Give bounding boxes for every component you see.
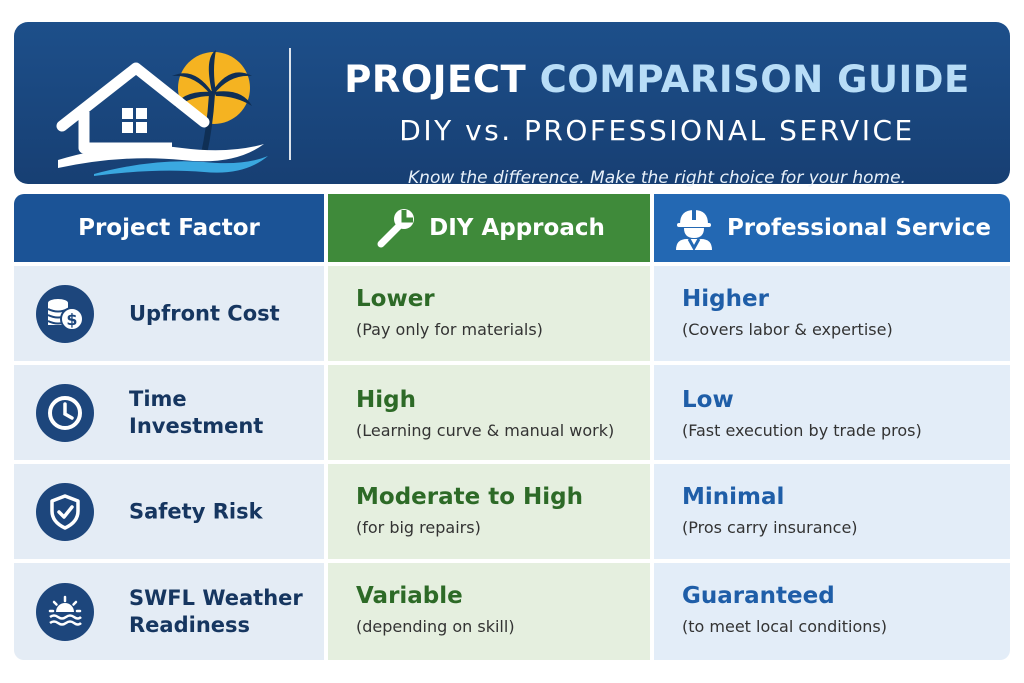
diy-value: Lower <box>356 286 435 312</box>
pro-detail: (to meet local conditions) <box>682 617 887 636</box>
pro-detail: (Fast execution by trade pros) <box>682 421 922 440</box>
pro-value: Higher <box>682 286 769 312</box>
table-row-factor-cell: $ Upfront Cost <box>14 266 324 361</box>
clock-icon <box>36 383 94 442</box>
factor-label: Safety Risk <box>129 499 263 523</box>
table-row-factor-cell: Safety Risk <box>14 464 324 559</box>
svg-text:$: $ <box>66 310 77 329</box>
page-subtitle: DIY vs. PROFESSIONAL SERVICE <box>399 114 915 147</box>
factor-label: Time Investment <box>129 386 264 438</box>
column-header-factor: Project Factor <box>14 194 324 262</box>
column-header-diy-label: DIY Approach <box>429 215 605 241</box>
table-row-diy-cell: Variable (depending on skill) <box>328 563 650 660</box>
sun-waves-icon <box>36 582 94 641</box>
table-row-pro-cell: Minimal (Pros carry insurance) <box>654 464 1010 559</box>
house-palm-wave-icon <box>56 50 268 176</box>
table-row-pro-cell: Low (Fast execution by trade pros) <box>654 365 1010 460</box>
header-banner: PROJECT COMPARISON GUIDE DIY vs. PROFESS… <box>14 22 1010 188</box>
diy-value: Variable <box>356 583 463 609</box>
worker-hardhat-icon <box>675 210 712 250</box>
diy-detail: (Learning curve & manual work) <box>356 421 615 440</box>
shield-check-icon <box>36 482 94 541</box>
wrench-icon <box>377 209 415 248</box>
factor-label: SWFL Weather Readiness <box>129 585 303 637</box>
table-row-factor-cell: SWFL Weather Readiness <box>14 563 324 660</box>
header-divider <box>289 48 291 160</box>
pro-detail: (Pros carry insurance) <box>682 518 858 537</box>
pro-value: Guaranteed <box>682 583 835 609</box>
pro-value: Low <box>682 387 734 413</box>
table-row-diy-cell: High (Learning curve & manual work) <box>328 365 650 460</box>
factor-label: Upfront Cost <box>129 301 280 325</box>
column-header-pro: Professional Service <box>654 194 1010 262</box>
diy-detail: (Pay only for materials) <box>356 320 543 339</box>
tagline: Know the difference. Make the right choi… <box>408 168 906 188</box>
table-row-factor-cell: Time Investment <box>14 365 324 460</box>
diy-detail: (depending on skill) <box>356 617 515 636</box>
coins-dollar-icon: $ <box>36 284 94 343</box>
title-part-2: COMPARISON GUIDE <box>539 58 970 101</box>
column-header-diy: DIY Approach <box>328 194 650 262</box>
page-title: PROJECT COMPARISON GUIDE <box>312 58 1002 101</box>
table-row-pro-cell: Guaranteed (to meet local conditions) <box>654 563 1010 660</box>
diy-detail: (for big repairs) <box>356 518 481 537</box>
diy-value: Moderate to High <box>356 484 583 510</box>
column-header-factor-label: Project Factor <box>78 215 260 241</box>
table-row-pro-cell: Higher (Covers labor & expertise) <box>654 266 1010 361</box>
title-part-1: PROJECT <box>344 58 527 101</box>
table-row-diy-cell: Lower (Pay only for materials) <box>328 266 650 361</box>
diy-value: High <box>356 387 416 413</box>
table-row-diy-cell: Moderate to High (for big repairs) <box>328 464 650 559</box>
pro-detail: (Covers labor & expertise) <box>682 320 893 339</box>
pro-value: Minimal <box>682 484 785 510</box>
column-header-pro-label: Professional Service <box>726 215 992 241</box>
